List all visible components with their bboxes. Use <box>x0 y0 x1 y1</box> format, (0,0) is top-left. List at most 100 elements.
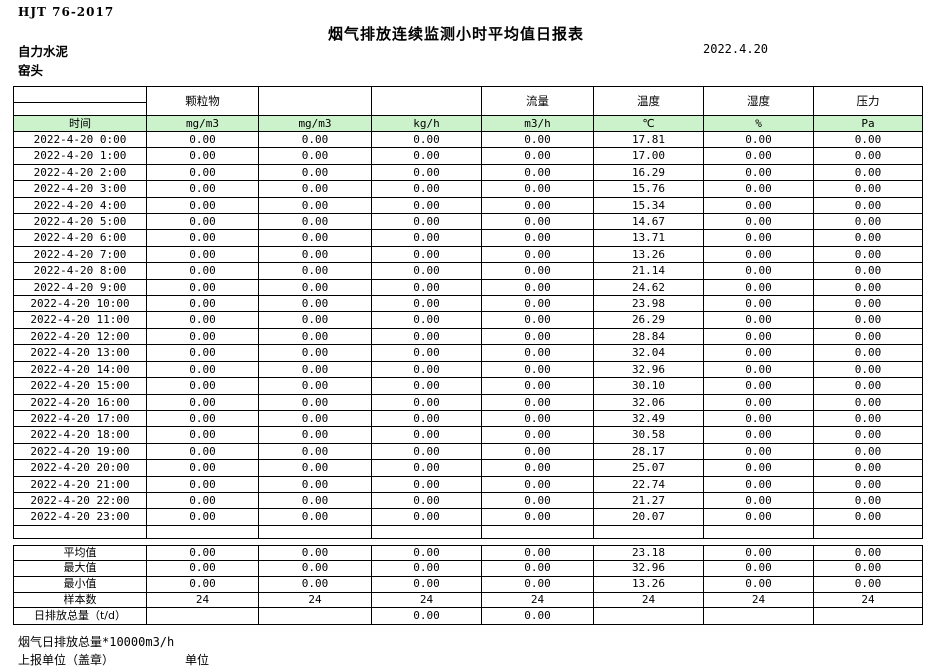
value-cell: 0.00 <box>371 295 482 313</box>
table-row: 2022-4-20 1:00 0.00 0.00 0.00 0.00 17.00 0.00 0… <box>13 147 923 165</box>
group-header-flow: 流量 <box>481 86 594 116</box>
value-cell: 0.00 <box>371 377 482 395</box>
summary-label: 样本数 <box>13 591 147 609</box>
time-cell: 2022-4-20 14:00 <box>13 360 147 379</box>
table-row: 2022-4-20 22:00 0.00 0.00 0.00 0.00 21.27 0.00… <box>13 491 923 510</box>
value-cell: 0.00 <box>258 130 372 149</box>
group-header-blank-1 <box>258 86 372 116</box>
hourly-average-table: 颗粒物 流量 温度 湿度 压力 时间 mg/m3 mg/m3 kg/h m3/h… <box>13 86 923 626</box>
value-cell: 0.00 <box>481 180 594 198</box>
value-cell: 0.00 <box>258 442 372 461</box>
group-header-particulate: 颗粒物 <box>146 86 259 116</box>
summary-value-cell: 24 <box>371 591 482 609</box>
value-cell: 32.04 <box>593 344 704 362</box>
value-cell: 26.29 <box>593 311 704 329</box>
table-row: 2022-4-20 9:00 0.00 0.00 0.00 0.00 24.62 0.00 0… <box>13 278 923 297</box>
value-cell: 0.00 <box>703 130 814 149</box>
value-cell: 0.00 <box>813 262 923 280</box>
value-cell: 0.00 <box>481 147 594 165</box>
time-cell: 2022-4-20 6:00 <box>13 229 147 247</box>
table-row: 2022-4-20 14:00 0.00 0.00 0.00 0.00 32.96 0.00… <box>13 360 923 379</box>
value-cell: 0.00 <box>813 311 923 329</box>
value-cell: 0.00 <box>703 311 814 329</box>
time-cell: 2022-4-20 7:00 <box>13 245 147 264</box>
summary-value-cell: 24 <box>813 591 923 609</box>
value-cell: 15.34 <box>593 196 704 215</box>
value-cell: 0.00 <box>481 377 594 395</box>
value-cell: 14.67 <box>593 213 704 231</box>
time-cell: 2022-4-20 9:00 <box>13 278 147 297</box>
summary-value-cell: 0.00 <box>703 560 814 577</box>
value-cell: 0.00 <box>146 475 259 493</box>
page-title: 烟气排放连续监测小时平均值日报表 <box>327 25 584 43</box>
summary-value-cell: 0.00 <box>146 544 259 562</box>
value-cell: 0.00 <box>703 393 814 411</box>
value-cell: 0.00 <box>703 508 814 526</box>
summary-value-cell: 24 <box>146 591 259 609</box>
time-cell: 2022-4-20 23:00 <box>13 508 147 526</box>
value-cell: 17.00 <box>593 147 704 165</box>
summary-row: 平均值 0.00 0.00 0.00 0.00 23.18 0.00 0.00 <box>13 544 923 562</box>
summary-value-cell: 13.26 <box>593 575 704 593</box>
unit-header-kgh: kg/h <box>371 115 482 132</box>
table-row: 2022-4-20 5:00 0.00 0.00 0.00 0.00 14.67 0.00 0… <box>13 213 923 231</box>
value-cell: 0.00 <box>703 442 814 461</box>
value-cell: 0.00 <box>813 245 923 264</box>
value-cell: 0.00 <box>146 409 259 428</box>
value-cell: 0.00 <box>146 344 259 362</box>
value-cell: 0.00 <box>371 262 482 280</box>
standard-code: HJT 76-2017 <box>18 5 115 19</box>
value-cell: 0.00 <box>703 295 814 313</box>
empty-cell <box>813 524 923 539</box>
value-cell: 0.00 <box>813 229 923 247</box>
empty-cell <box>146 524 259 539</box>
value-cell: 0.00 <box>258 377 372 395</box>
summary-value-cell: 0.00 <box>258 575 372 593</box>
time-cell: 2022-4-20 4:00 <box>13 196 147 215</box>
unit-header-mgm3-1: mg/m3 <box>146 115 259 132</box>
value-cell: 0.00 <box>703 180 814 198</box>
value-cell: 0.00 <box>481 278 594 297</box>
time-cell: 2022-4-20 13:00 <box>13 344 147 362</box>
value-cell: 0.00 <box>371 508 482 526</box>
value-cell: 0.00 <box>481 327 594 346</box>
value-cell: 0.00 <box>258 245 372 264</box>
value-cell: 0.00 <box>371 475 482 493</box>
value-cell: 0.00 <box>813 163 923 182</box>
summary-label: 最大值 <box>13 560 147 577</box>
time-cell: 2022-4-20 16:00 <box>13 393 147 411</box>
table-row: 2022-4-20 12:00 0.00 0.00 0.00 0.00 28.84 0.00… <box>13 327 923 346</box>
value-cell: 0.00 <box>703 409 814 428</box>
value-cell: 0.00 <box>813 409 923 428</box>
value-cell: 0.00 <box>703 262 814 280</box>
value-cell: 0.00 <box>813 459 923 477</box>
value-cell: 21.27 <box>593 491 704 510</box>
unit-header-celsius: ℃ <box>593 115 704 132</box>
empty-row <box>13 524 923 539</box>
time-cell: 2022-4-20 20:00 <box>13 459 147 477</box>
value-cell: 28.84 <box>593 327 704 346</box>
value-cell: 0.00 <box>258 196 372 215</box>
value-cell: 0.00 <box>146 442 259 461</box>
footnote-unit-label: 单位 <box>185 653 210 667</box>
value-cell: 0.00 <box>813 295 923 313</box>
value-cell: 30.10 <box>593 377 704 395</box>
value-cell: 32.49 <box>593 409 704 428</box>
value-cell: 0.00 <box>813 377 923 395</box>
value-cell: 0.00 <box>813 344 923 362</box>
value-cell: 0.00 <box>813 508 923 526</box>
summary-value-cell: 0.00 <box>813 575 923 593</box>
value-cell: 16.29 <box>593 163 704 182</box>
unit-header-percent: % <box>703 115 814 132</box>
value-cell: 0.00 <box>146 327 259 346</box>
value-cell: 0.00 <box>258 426 372 444</box>
value-cell: 0.00 <box>146 147 259 165</box>
value-cell: 0.00 <box>258 311 372 329</box>
value-cell: 0.00 <box>703 163 814 182</box>
value-cell: 0.00 <box>481 360 594 379</box>
value-cell: 22.74 <box>593 475 704 493</box>
value-cell: 0.00 <box>146 426 259 444</box>
group-header-temperature: 温度 <box>593 86 704 116</box>
value-cell: 0.00 <box>813 147 923 165</box>
